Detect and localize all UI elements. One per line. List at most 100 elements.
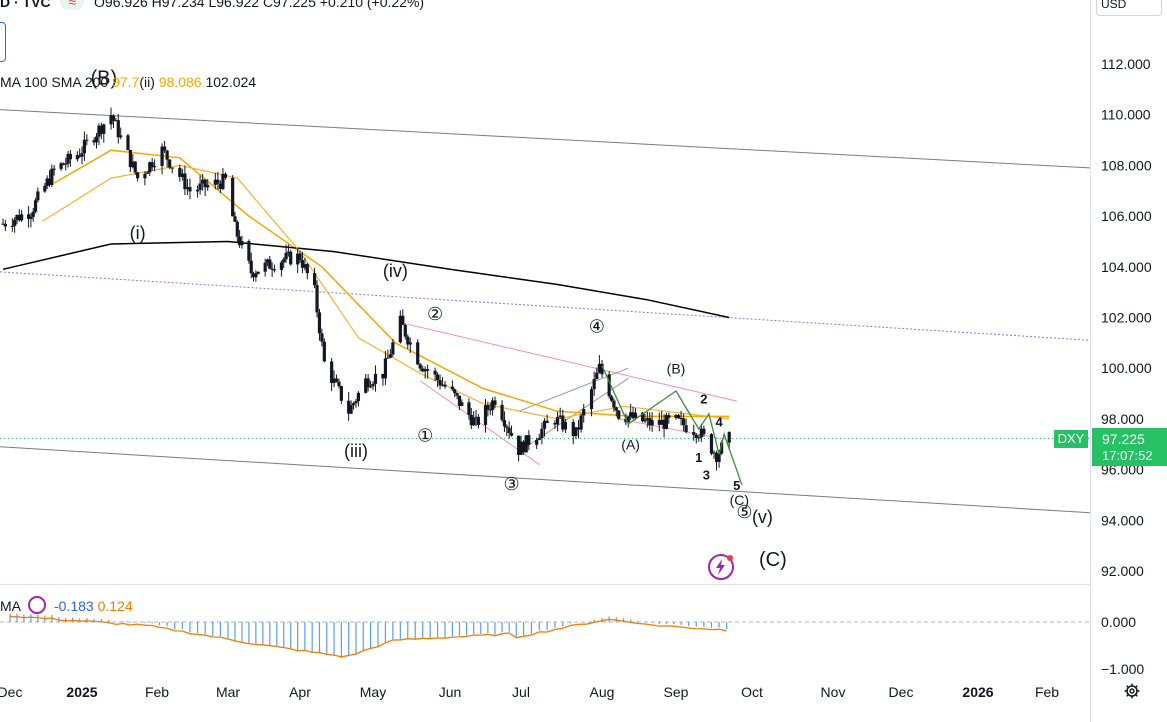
ohlc-values: O96.926 H97.234 L96.922 C97.225 +0.210 (… — [94, 0, 425, 10]
collapse-button[interactable] — [0, 22, 6, 62]
candle-body — [31, 211, 35, 217]
ma-value: 97.7 — [112, 74, 140, 90]
candle-body — [674, 415, 678, 418]
osc-tick-label: −1.000 — [1101, 661, 1144, 677]
candle-body — [347, 400, 351, 414]
candle-body — [284, 252, 288, 260]
y-tick-label: 102.000 — [1101, 310, 1152, 326]
candle-body — [545, 420, 549, 423]
indicator-legend[interactable]: MA 100 SMA 200 97.7(ii) 98.086 102.024 — [0, 74, 256, 90]
candle-body — [10, 225, 14, 227]
candle-body — [170, 167, 174, 169]
oscillator-legend[interactable]: MA -0.183 0.124 — [0, 596, 133, 614]
candle-body — [185, 187, 190, 190]
y-tick-label: 104.000 — [1101, 259, 1152, 275]
candle-body — [540, 428, 544, 439]
candle-body — [472, 417, 476, 426]
osc-tick-label: 0.000 — [1101, 614, 1136, 630]
candle-body — [386, 357, 390, 359]
candle-body — [455, 393, 459, 396]
candle-body — [109, 115, 113, 125]
market-status-pill[interactable]: ≈ — [60, 0, 85, 10]
pane-divider[interactable] — [0, 584, 1090, 585]
candle-body — [116, 120, 120, 138]
candle-body — [660, 419, 664, 425]
candle-body — [233, 216, 237, 222]
candle-body — [68, 153, 72, 160]
wave-label: (C) — [759, 549, 787, 571]
candle-body — [26, 214, 31, 219]
candle-body — [438, 380, 442, 386]
candle-body — [592, 379, 596, 390]
candle-body — [423, 369, 427, 372]
lightning-bolt-icon[interactable] — [707, 553, 735, 581]
candle-body — [133, 161, 137, 173]
symbol-label[interactable]: D · TVC — [0, 0, 51, 10]
y-tick-label: 108.000 — [1101, 157, 1152, 173]
wave-label: ① — [417, 426, 433, 446]
last-price: 97.225 — [1102, 431, 1145, 447]
candle-body — [460, 402, 464, 406]
candle-body — [522, 441, 526, 453]
candle-body — [640, 412, 645, 422]
candle-body — [36, 191, 40, 201]
candle-body — [469, 414, 473, 426]
candle-body — [160, 146, 164, 167]
wave-label: (iv) — [383, 261, 408, 281]
candle-body — [435, 374, 440, 381]
sma100-value: 98.086 — [158, 74, 202, 90]
candle-body — [403, 324, 407, 337]
candle-body — [692, 432, 696, 435]
candle-body — [356, 392, 360, 402]
candle-body — [322, 341, 326, 362]
settings-gear-icon[interactable] — [1124, 683, 1140, 699]
candle-body — [114, 120, 118, 122]
candle-body — [286, 251, 290, 253]
candle-body — [201, 179, 205, 184]
y-tick-label: 106.000 — [1101, 208, 1152, 224]
candle-body — [617, 410, 621, 419]
y-tick-label: 110.000 — [1101, 107, 1151, 123]
candle-body — [256, 271, 260, 274]
candle-body — [493, 400, 497, 405]
candle-body — [645, 418, 649, 420]
candle-body — [542, 420, 547, 429]
oscillator-toggle-icon[interactable] — [28, 596, 47, 614]
candle-body — [624, 418, 628, 423]
candle-body — [240, 241, 244, 246]
candle-body — [300, 260, 305, 268]
candle-body — [371, 383, 375, 387]
candle-body — [203, 179, 207, 188]
wave-label: (iii) — [344, 441, 368, 461]
candle-body — [476, 416, 480, 425]
candle-body — [406, 336, 410, 345]
wave-path-line — [601, 365, 743, 486]
candle-body — [99, 125, 103, 134]
y-tick-label: 112.000 — [1101, 56, 1151, 72]
candle-body — [433, 370, 437, 375]
candle-body — [213, 179, 217, 185]
candle-body — [334, 378, 339, 382]
osc-value-2: 0.124 — [97, 598, 133, 614]
candle-body — [136, 172, 140, 179]
candle-body — [684, 425, 688, 433]
candle-body — [126, 135, 130, 151]
candle-body — [223, 173, 228, 178]
wave-icon: ≈ — [68, 0, 77, 10]
candle-body — [289, 251, 293, 265]
candle-body — [3, 223, 7, 227]
x-tick-label: Feb — [145, 684, 169, 700]
candle-body — [317, 312, 322, 334]
candle-body — [398, 315, 402, 343]
candle-body — [247, 241, 251, 261]
candle-body — [50, 168, 54, 185]
candle-body — [148, 162, 152, 173]
x-tick-label: Mar — [216, 684, 240, 700]
candle-body — [303, 264, 307, 268]
candle-body — [383, 358, 388, 379]
candle-body — [450, 386, 454, 390]
candle-body — [667, 415, 671, 418]
candle-body — [206, 184, 210, 188]
currency-button[interactable]: USD — [1096, 0, 1162, 16]
